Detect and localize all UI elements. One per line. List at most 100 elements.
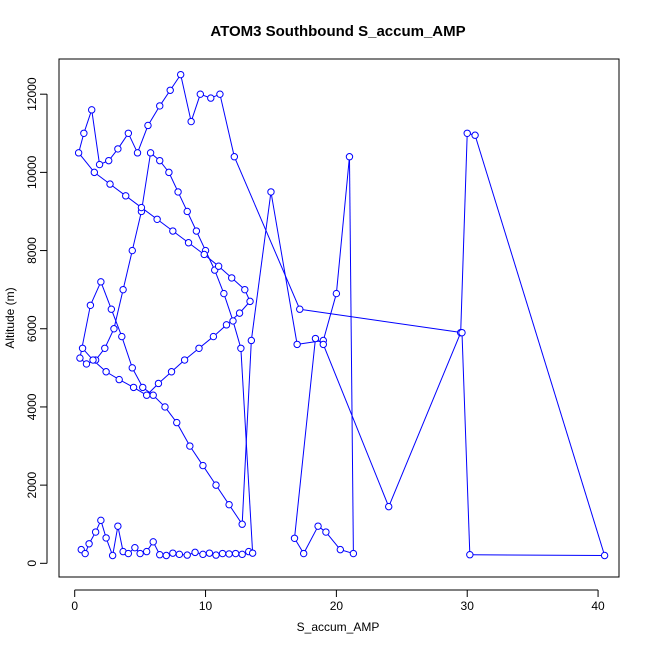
data-point: [184, 239, 193, 247]
data-point: [176, 70, 185, 79]
data-point: [85, 540, 93, 548]
data-point: [195, 344, 203, 352]
data-point: [314, 522, 322, 530]
data-point: [162, 551, 170, 560]
data-point: [156, 551, 164, 559]
series-line-segment: [112, 526, 119, 556]
data-point: [137, 203, 146, 212]
series-line-segment: [189, 445, 204, 466]
data-point: [110, 325, 118, 333]
data-point: [238, 520, 246, 528]
data-point: [229, 317, 237, 325]
data-point: [463, 129, 471, 137]
data-point: [169, 549, 177, 557]
series-line-segment: [469, 554, 605, 556]
data-point: [101, 344, 109, 352]
data-point: [336, 545, 345, 554]
x-axis-label: S_accum_AMP: [297, 620, 380, 634]
y-axis: 0 2000 4000 6000 8000 10000 12000: [25, 77, 48, 567]
data-point: [237, 344, 245, 352]
series-line-segment: [250, 191, 272, 341]
data-point: [267, 188, 275, 196]
x-axis: 0 10 20 30 40: [71, 589, 605, 613]
series-line-segment: [214, 269, 225, 294]
series-line-segment: [121, 336, 133, 369]
series-line-segment: [270, 191, 298, 345]
series-line-segment: [325, 531, 341, 550]
x-tick-label: 0: [71, 599, 78, 613]
series-line-segment: [137, 125, 149, 154]
series-line-segment: [388, 332, 462, 507]
data-point: [174, 188, 182, 196]
series-line-segment: [140, 152, 152, 212]
series-line-segment: [303, 525, 319, 554]
data-point: [97, 516, 105, 525]
data-point: [88, 106, 96, 114]
data-point: [196, 90, 205, 98]
series-line-segment: [89, 281, 102, 306]
data-point: [81, 549, 89, 558]
data-point: [200, 250, 208, 259]
data-point: [142, 391, 151, 399]
data-point: [187, 117, 195, 126]
data-point: [183, 551, 191, 559]
series-points: [74, 70, 609, 560]
data-point: [332, 289, 341, 298]
series-line-segment: [122, 250, 133, 290]
series-line-segment: [147, 105, 161, 126]
data-point: [149, 391, 157, 399]
data-point: [156, 156, 164, 165]
data-point: [78, 344, 87, 352]
data-point: [95, 160, 104, 169]
data-point: [458, 328, 466, 337]
series-line-segment: [299, 308, 463, 334]
data-point: [144, 121, 152, 130]
y-axis-label: Altitude (m): [3, 287, 17, 348]
series-line-segment: [461, 332, 471, 555]
data-point: [146, 149, 155, 157]
data-point: [466, 551, 474, 559]
data-point: [319, 340, 327, 349]
series-line-segment: [460, 133, 468, 333]
data-point: [212, 481, 220, 489]
data-point: [136, 549, 144, 558]
data-point: [220, 289, 228, 298]
series-line-segment: [131, 211, 142, 251]
data-point: [311, 334, 320, 343]
data-point: [169, 227, 177, 235]
x-tick-label: 40: [591, 599, 605, 613]
data-point: [209, 332, 218, 341]
series-line-segment: [202, 465, 217, 486]
plot-area-frame: [58, 58, 620, 578]
data-point: [199, 550, 207, 559]
data-point: [97, 278, 105, 286]
data-point: [296, 305, 304, 313]
data-point: [161, 403, 169, 411]
series-line-segment: [110, 309, 123, 337]
data-point: [228, 274, 236, 282]
data-point: [471, 131, 479, 139]
y-tick-label: 10000: [25, 155, 39, 189]
data-point: [322, 528, 330, 536]
series-line-segment: [117, 526, 124, 552]
series-line-segment: [190, 94, 201, 122]
data-point: [192, 227, 201, 235]
data-point: [175, 550, 184, 559]
series-line-segment: [322, 293, 337, 341]
data-point: [102, 368, 110, 376]
data-point: [82, 360, 91, 368]
data-point: [139, 383, 147, 392]
data-point: [115, 375, 123, 384]
series-line-segment: [241, 340, 252, 525]
data-point: [118, 332, 126, 341]
data-point: [183, 207, 191, 216]
data-point: [186, 442, 194, 450]
chart-title: ATOM3 Southbound S_accum_AMP: [210, 23, 465, 40]
data-point: [142, 547, 151, 556]
series-lines: [78, 74, 606, 556]
y-tick-label: 8000: [25, 237, 39, 264]
data-point: [119, 285, 127, 294]
data-point: [105, 156, 113, 165]
x-tick-label: 10: [199, 599, 213, 613]
